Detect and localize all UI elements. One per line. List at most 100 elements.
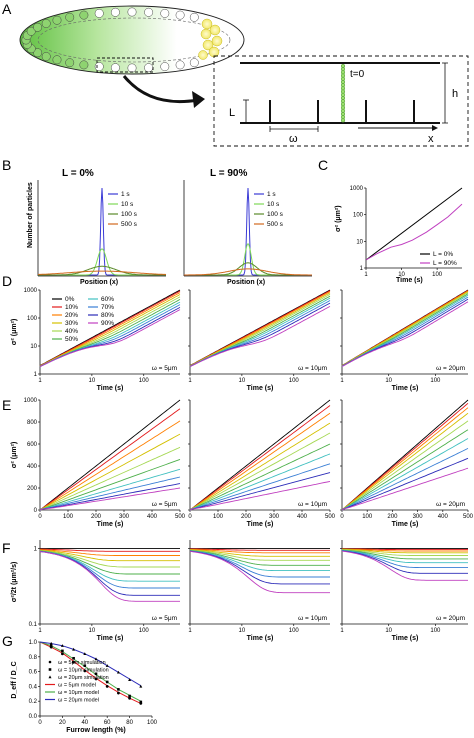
panel-g-sim-point <box>72 647 76 651</box>
omega-tag: ω = 10μm <box>298 365 327 372</box>
legend-label: 100 s <box>121 211 138 218</box>
panel-g-sim-point <box>60 644 64 647</box>
panel-f-series-2 <box>342 548 468 552</box>
x-tick-label: 10 <box>398 272 405 278</box>
x-tick-label: 40 <box>81 720 88 726</box>
panel-e-subplot-2: 0 100 200 300 400 500 ω = 20μm Time (s) <box>340 399 474 528</box>
legend-label: ω = 20μm simulation <box>58 675 109 681</box>
y-tick-label: 0.8 <box>29 655 38 661</box>
omega-tag: ω = 5μm <box>152 365 177 372</box>
panel-e-series-6 <box>39 468 181 511</box>
panel-d-subplot-1: 1 10 100 ω = 10μm Time (s) <box>188 289 331 392</box>
panel-f-series-8 <box>341 550 468 574</box>
panel-e-ylabel: σ² (μm²) <box>11 442 18 469</box>
panel-d-subplot-2: 1 10 100 ω = 20μm Time (s) <box>340 289 469 392</box>
panel-b-curve-500s <box>37 270 167 275</box>
panel-g-model-0 <box>39 641 142 704</box>
panel-e-series-9 <box>39 487 181 511</box>
panel-b-left-legend: 1 s 10 s 100 s 500 s <box>108 191 138 228</box>
legend-label: L = 0% <box>433 251 453 258</box>
h-label: h <box>452 88 458 100</box>
panel-d-series-9 <box>189 306 331 368</box>
panel-f-series-4 <box>341 549 468 556</box>
embryo-cell <box>41 19 51 28</box>
embryo-cell <box>110 7 120 17</box>
L-label: L <box>229 107 235 119</box>
panel-g-sim-point <box>61 652 64 656</box>
panel-e-series-9 <box>189 480 331 511</box>
omega-label: ω <box>289 133 298 145</box>
panel-d-series-1 <box>39 290 181 367</box>
panel-b-curve-1s <box>184 187 312 276</box>
panel-c-curves <box>365 187 463 261</box>
x-tick-label: 10 <box>89 378 96 384</box>
panel-d-ylabel: σ² (μm²) <box>11 319 18 346</box>
panel-g-sim-point <box>94 677 98 681</box>
x-tick-label: 100 <box>289 378 300 384</box>
embryo-cell <box>160 8 170 18</box>
y-tick-label: 200 <box>27 486 38 492</box>
x-tick-label: 10 <box>239 628 246 634</box>
selection-box <box>96 57 154 73</box>
panel-e-series-0 <box>39 399 181 511</box>
panel-f-series-2 <box>39 549 180 556</box>
embryo-cell <box>189 12 199 22</box>
legend-label: 0% <box>65 296 75 303</box>
panel-b-xlabel-right: Position (x) <box>227 279 265 286</box>
panel-e-series-7 <box>341 447 469 511</box>
omega-tag: ω = 10μm <box>298 615 327 622</box>
panel-c-ylabel: σ² (μm²) <box>335 205 342 232</box>
x-axis-label: Time (s) <box>97 521 124 528</box>
panel-e-series-6 <box>341 438 469 511</box>
x-tick-label: 1 <box>38 378 42 384</box>
panel-f-series-1 <box>39 548 180 552</box>
panel-label-g: G <box>2 633 13 649</box>
x-tick-label: 10 <box>89 628 96 634</box>
panel-f-series-2 <box>190 548 330 554</box>
omega-tag: ω = 20μm <box>436 365 465 372</box>
y-tick-label: 0.2 <box>29 699 38 705</box>
panel-label-a: A <box>2 1 12 17</box>
panel-f-series-6 <box>39 550 180 582</box>
panel-g-sim-point <box>49 641 53 645</box>
x-tick-label: 100 <box>362 514 373 520</box>
panel-label-c: C <box>318 157 328 173</box>
panel-c-legend: L = 0% L = 90% <box>420 251 457 267</box>
pole-cells <box>198 18 223 60</box>
panel-g-ylabel: D_eff / D_C <box>11 661 18 698</box>
y-tick-label: 1000 <box>24 398 38 404</box>
embryo-cell <box>94 8 104 18</box>
y-tick-label: 1 <box>360 266 364 272</box>
legend-label: 50% <box>65 336 78 343</box>
x-tick-label: 200 <box>387 514 398 520</box>
panel-e-series-6 <box>189 453 331 511</box>
embryo-cell <box>175 10 185 20</box>
panel-f-series-6 <box>341 549 468 564</box>
x-tick-label: 100 <box>63 514 74 520</box>
panel-f-series-6 <box>189 550 330 572</box>
x-axis-label: Time (s) <box>247 385 274 392</box>
x-tick-label: 0 <box>340 514 344 520</box>
embryo-cell <box>26 26 36 36</box>
legend-label: ω = 5μm model <box>58 683 96 689</box>
x-tick-label: 400 <box>297 514 308 520</box>
panel-g-sim-point <box>139 684 143 688</box>
y-tick-label: 0.1 <box>29 622 38 628</box>
x-tick-label: 300 <box>119 514 130 520</box>
panel-g-sim-point <box>72 660 75 664</box>
panel-e-series-5 <box>39 458 181 511</box>
legend-label: 500 s <box>267 221 284 228</box>
panel-b-curve-10s <box>184 242 312 276</box>
x-tick-label: 300 <box>269 514 280 520</box>
x-tick-label: 10 <box>239 378 246 384</box>
y-tick-label: 1000 <box>24 288 38 294</box>
panel-e-subplot-0: 1000 800 600 400 200 00 100 200 300 400 500 ω = 5μm… <box>24 398 186 528</box>
panel-g-sim-point <box>83 652 87 656</box>
panel-e-series-8 <box>39 483 181 511</box>
x-axis-label: Time (s) <box>247 635 274 642</box>
y-tick-label: 1 <box>34 547 38 553</box>
panel-e-series-3 <box>341 412 469 511</box>
embryo-cell <box>127 63 137 73</box>
